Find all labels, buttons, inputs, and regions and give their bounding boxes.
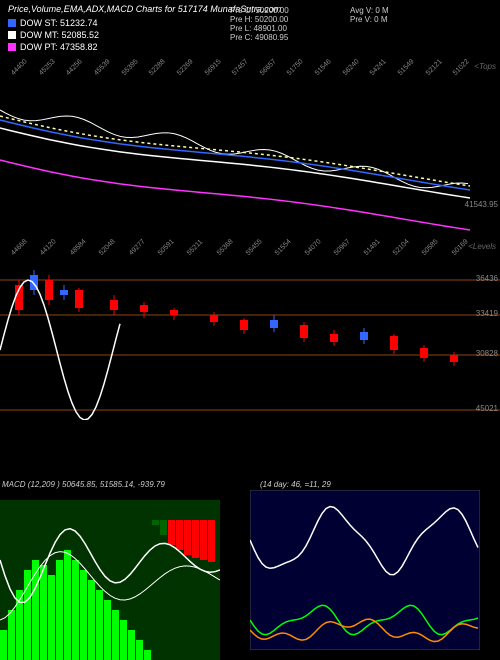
ema-chart xyxy=(0,60,500,240)
panel-tag: <Levels xyxy=(468,242,496,251)
macd-chart xyxy=(0,480,250,660)
macd-label: MACD (12,209 ) 50645.85, 51585.14, -939.… xyxy=(2,480,165,489)
info-high: Pre H: 50200.00 xyxy=(230,15,289,24)
legend-item: DOW MT: 52085.52 xyxy=(8,30,99,40)
legend-item: DOW ST: 51232.74 xyxy=(8,18,99,28)
adx-panel: (14 day: 46, =11, 29 xyxy=(250,490,480,650)
legend-swatch xyxy=(8,31,16,39)
legend-swatch xyxy=(8,43,16,51)
panel-tag: <Tops xyxy=(474,62,496,71)
adx-label: (14 day: 46, =11, 29 xyxy=(260,480,331,489)
legend-swatch xyxy=(8,19,16,27)
legend-item: DOW PT: 47358.82 xyxy=(8,42,99,52)
info-open: Pre O: 50200.00 xyxy=(230,6,289,15)
info-low: Pre L: 48901.00 xyxy=(230,24,289,33)
legend-label: DOW MT: 52085.52 xyxy=(20,30,99,40)
candle-chart xyxy=(0,240,500,420)
info-prev: Pre V: 0 M xyxy=(350,15,389,24)
ohlc-info: Pre O: 50200.00 Pre H: 50200.00 Pre L: 4… xyxy=(230,6,289,42)
macd-panel: MACD (12,209 ) 50645.85, 51585.14, -939.… xyxy=(0,480,250,660)
legend-label: DOW PT: 47358.82 xyxy=(20,42,98,52)
price-label: 41543.95 xyxy=(465,200,498,209)
legend: DOW ST: 51232.74 DOW MT: 52085.52 DOW PT… xyxy=(8,18,99,54)
info-avgv: Avg V: 0 M xyxy=(350,6,389,15)
info-close: Pre C: 49080.95 xyxy=(230,33,289,42)
legend-label: DOW ST: 51232.74 xyxy=(20,18,98,28)
level-label: 45021 xyxy=(476,404,498,413)
level-label: 33419 xyxy=(476,309,498,318)
volume-info: Avg V: 0 M Pre V: 0 M xyxy=(350,6,389,24)
ema-panel: 4440045253442564553955395522885226956915… xyxy=(0,60,500,240)
level-label: 30828 xyxy=(476,349,498,358)
adx-chart xyxy=(250,490,480,650)
level-label: 36436 xyxy=(476,274,498,283)
candle-panel: 4466844120485845204849277505915521155368… xyxy=(0,240,500,420)
